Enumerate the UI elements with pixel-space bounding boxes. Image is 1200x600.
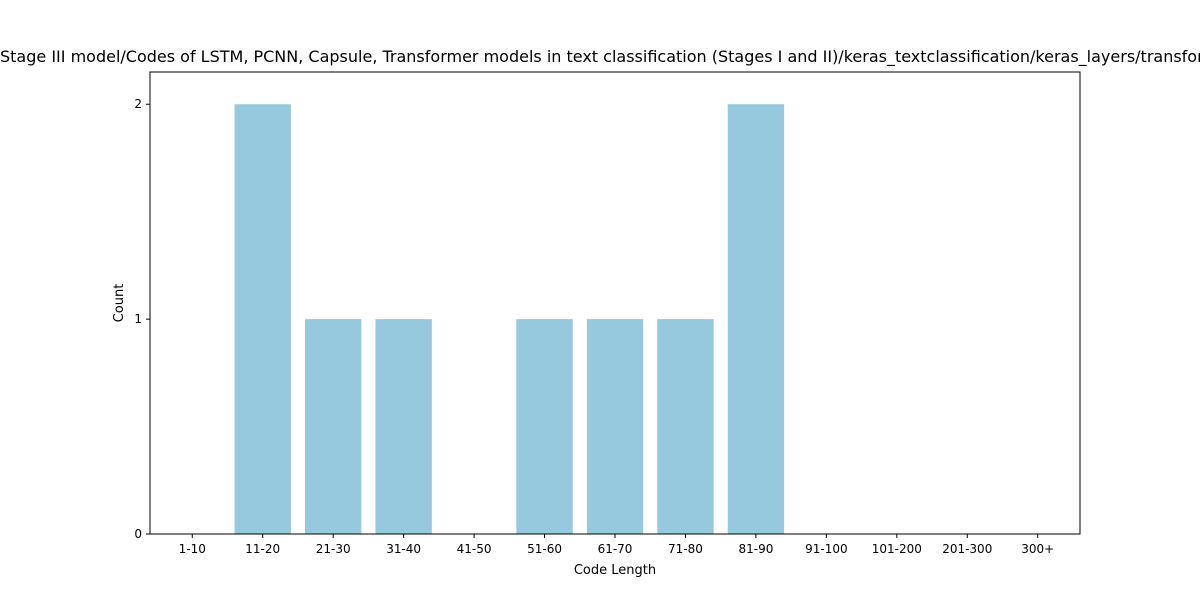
bar-51-60 xyxy=(516,319,573,534)
x-tick-label: 101-200 xyxy=(872,542,922,556)
x-tick-label: 51-60 xyxy=(527,542,562,556)
chart-title: /Stage III model/Codes of LSTM, PCNN, Ca… xyxy=(0,47,1200,67)
bars xyxy=(234,104,785,535)
bar-31-40 xyxy=(375,319,432,534)
x-tick-label: 91-100 xyxy=(805,542,848,556)
bar-11-20 xyxy=(234,104,291,535)
bar-21-30 xyxy=(305,319,362,534)
x-tick-label: 61-70 xyxy=(598,542,633,556)
x-tick-label: 201-300 xyxy=(942,542,992,556)
y-tick-label: 1 xyxy=(134,312,142,326)
x-tick-label: 1-10 xyxy=(179,542,206,556)
bar-81-90 xyxy=(727,104,785,535)
x-tick-label: 71-80 xyxy=(668,542,703,556)
bar-61-70 xyxy=(586,319,644,534)
x-tick-label: 31-40 xyxy=(386,542,421,556)
bar-71-80 xyxy=(657,319,714,534)
y-tick-label: 2 xyxy=(134,97,142,111)
x-tick-label: 300+ xyxy=(1021,542,1054,556)
y-axis-label: Count xyxy=(112,284,127,323)
x-tick-label: 11-20 xyxy=(245,542,280,556)
x-axis-ticks: 1-10 11-20 21-30 31-40 41-50 51-60 61-70 71-80 8… xyxy=(179,534,1054,556)
y-axis-ticks: 0 1 2 xyxy=(134,97,150,541)
x-axis-label: Code Length xyxy=(574,563,656,578)
x-tick-label: 41-50 xyxy=(457,542,492,556)
x-tick-label: 81-90 xyxy=(738,542,773,556)
y-tick-label: 0 xyxy=(134,527,142,541)
x-tick-label: 21-30 xyxy=(316,542,351,556)
